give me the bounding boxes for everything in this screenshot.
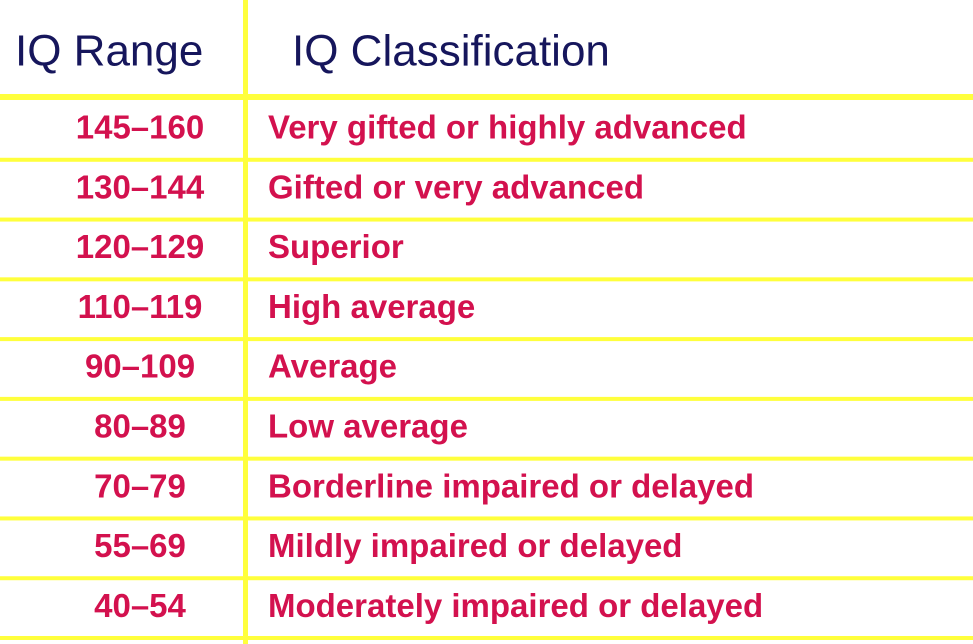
iq-classification: Gifted or very advanced <box>268 168 644 205</box>
iq-range: 130–144 <box>76 168 205 205</box>
column-divider <box>243 0 248 644</box>
iq-range: 110–119 <box>78 288 203 325</box>
iq-classification: Very gifted or highly advanced <box>268 109 747 146</box>
iq-classification: Average <box>268 348 397 385</box>
row-divider <box>0 157 973 162</box>
iq-classification: Borderline impaired or delayed <box>268 467 754 504</box>
iq-range: 70–79 <box>94 467 186 504</box>
row-divider <box>0 576 973 581</box>
row-divider <box>0 337 973 342</box>
header-divider <box>0 94 973 100</box>
iq-range: 40–54 <box>94 587 186 624</box>
iq-classification: Mildly impaired or delayed <box>268 527 682 564</box>
iq-range: 145–160 <box>76 109 204 146</box>
row-divider <box>0 456 973 461</box>
iq-range: 120–129 <box>76 228 204 265</box>
row-divider <box>0 636 973 640</box>
row-divider <box>0 516 973 521</box>
iq-classification: Low average <box>268 407 468 444</box>
iq-range: 55–69 <box>94 527 186 564</box>
row-divider <box>0 277 973 282</box>
row-divider <box>0 396 973 401</box>
iq-classification: Moderately impaired or delayed <box>268 587 763 624</box>
iq-range: 80–89 <box>94 407 186 444</box>
iq-classification: High average <box>268 288 475 325</box>
iq-range: 90–109 <box>85 348 195 385</box>
header-range: IQ Range <box>15 27 203 76</box>
header-classification: IQ Classification <box>292 27 610 76</box>
iq-classification: Superior <box>268 228 404 265</box>
row-divider <box>0 217 973 222</box>
